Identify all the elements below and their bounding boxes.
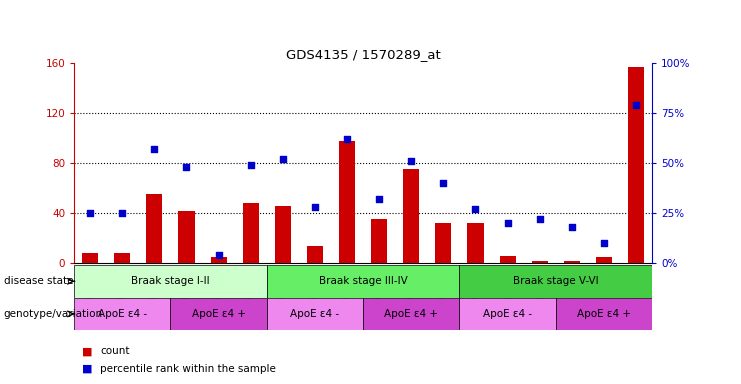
Text: disease state: disease state <box>4 276 73 286</box>
Bar <box>459 298 556 330</box>
Text: ■: ■ <box>82 364 92 374</box>
Bar <box>363 298 459 330</box>
Point <box>116 210 128 216</box>
Text: Braak stage V-VI: Braak stage V-VI <box>513 276 599 286</box>
Point <box>245 162 256 168</box>
Text: Braak stage III-IV: Braak stage III-IV <box>319 276 408 286</box>
Bar <box>307 246 323 263</box>
Point <box>534 216 545 222</box>
Bar <box>74 265 267 298</box>
Text: count: count <box>100 346 130 356</box>
Bar <box>114 253 130 263</box>
Text: ApoE ε4 -: ApoE ε4 - <box>98 309 147 319</box>
Point <box>598 240 610 246</box>
Bar <box>179 210 194 263</box>
Point <box>213 252 225 258</box>
Bar <box>210 257 227 263</box>
Text: ■: ■ <box>82 346 92 356</box>
Bar <box>275 206 290 263</box>
Point <box>566 224 578 230</box>
Text: percentile rank within the sample: percentile rank within the sample <box>100 364 276 374</box>
Text: ApoE ε4 -: ApoE ε4 - <box>483 309 532 319</box>
Point <box>502 220 514 226</box>
Point <box>437 180 449 186</box>
Point <box>84 210 96 216</box>
Bar <box>82 253 98 263</box>
Bar <box>532 260 548 263</box>
Point <box>405 158 417 164</box>
Title: GDS4135 / 1570289_at: GDS4135 / 1570289_at <box>286 48 440 61</box>
Text: Braak stage I-II: Braak stage I-II <box>131 276 210 286</box>
Text: ApoE ε4 +: ApoE ε4 + <box>577 309 631 319</box>
Text: genotype/variation: genotype/variation <box>4 309 103 319</box>
Text: ApoE ε4 +: ApoE ε4 + <box>192 309 245 319</box>
Bar <box>468 223 483 263</box>
Bar <box>556 298 652 330</box>
Bar <box>596 257 612 263</box>
Point <box>277 156 289 162</box>
Point <box>373 196 385 202</box>
Bar <box>170 298 267 330</box>
Bar <box>243 203 259 263</box>
Bar <box>339 141 355 263</box>
Point <box>470 206 482 212</box>
Point <box>341 136 353 142</box>
Point <box>309 204 321 210</box>
Bar <box>371 219 387 263</box>
Bar <box>403 169 419 263</box>
Text: ApoE ε4 -: ApoE ε4 - <box>290 309 339 319</box>
Bar <box>628 67 644 263</box>
Bar <box>74 298 170 330</box>
Point <box>630 102 642 108</box>
Point <box>181 164 193 170</box>
Bar <box>564 260 579 263</box>
Bar <box>267 265 459 298</box>
Bar <box>435 223 451 263</box>
Bar <box>146 194 162 263</box>
Bar <box>499 256 516 263</box>
Bar <box>459 265 652 298</box>
Point <box>148 146 160 152</box>
Text: ApoE ε4 +: ApoE ε4 + <box>385 309 438 319</box>
Bar <box>267 298 363 330</box>
